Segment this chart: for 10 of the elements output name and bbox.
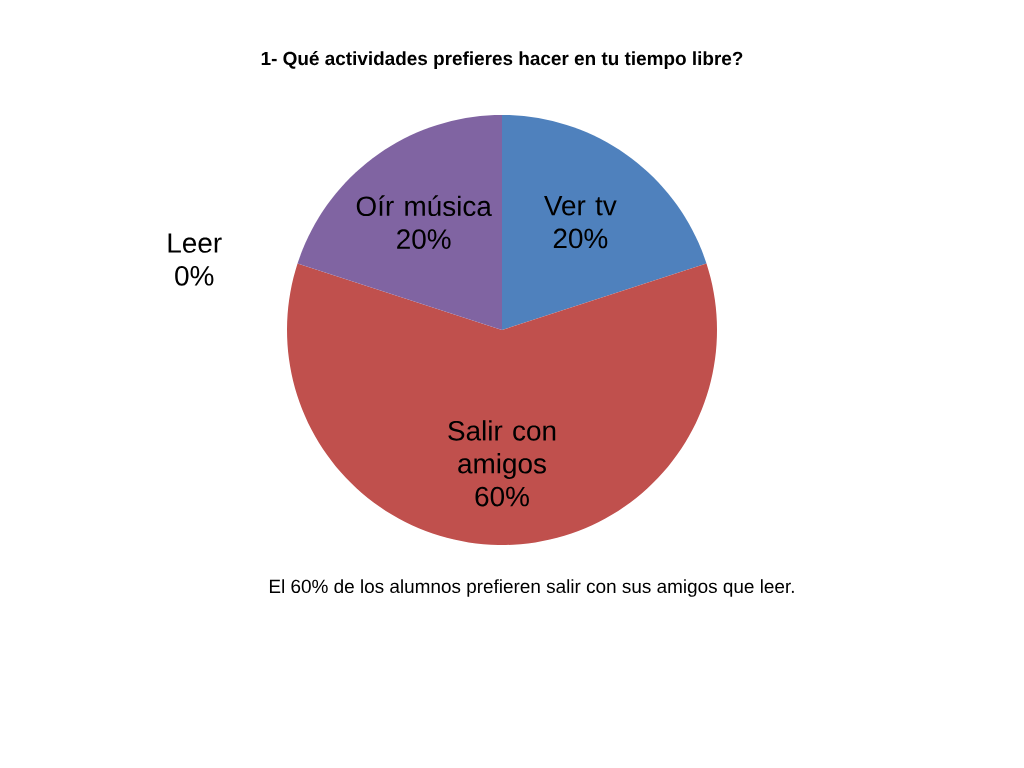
data-label: 20%: [397, 229, 451, 249]
category-label: Leer: [168, 233, 222, 253]
text: El 60% de los alumnos prefieren salir con sus amigos que leer.: [269, 579, 794, 597]
slice-label: Oír música: [356, 195, 492, 217]
text: 0%: [175, 266, 214, 286]
data-label: 60%: [475, 486, 529, 507]
chart-title: 1- Qué actividades prefieres hacer en tu tiempo libre?: [261, 51, 743, 69]
slice-label: Ver tv: [544, 195, 617, 216]
data-label: 20%: [553, 228, 608, 249]
slice-label: Salir con amigos: [448, 420, 556, 480]
